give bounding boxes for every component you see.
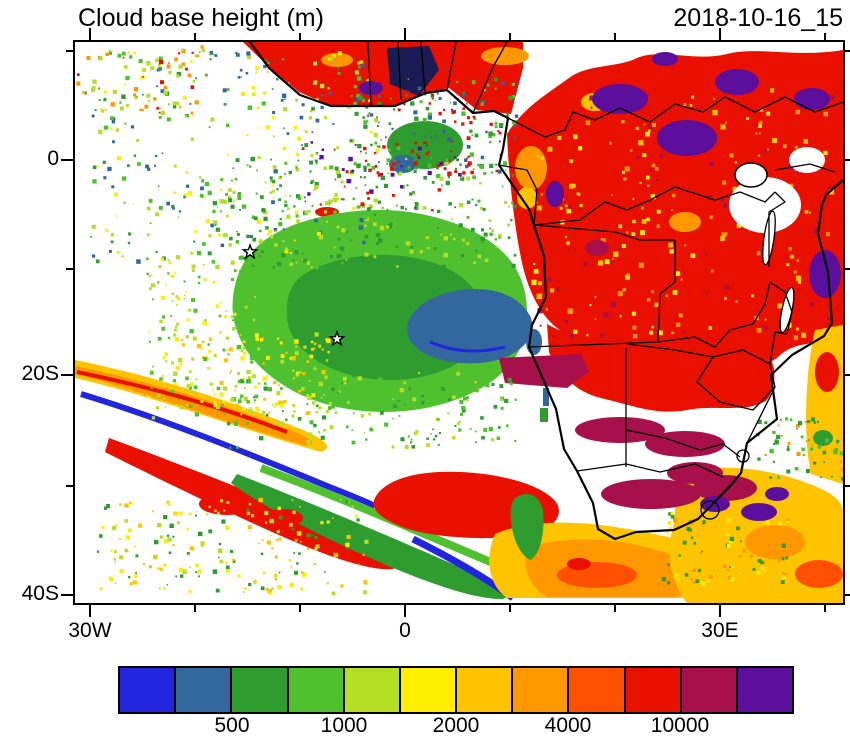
axis-minor-tick — [66, 267, 73, 270]
colorbar-cells — [120, 668, 793, 712]
axis-minor-tick — [845, 50, 850, 53]
colorbar-cell-9 — [623, 668, 680, 712]
colorbar-cell-3 — [286, 668, 343, 712]
colorbar-cell-8 — [567, 668, 624, 712]
axis-minor-tick — [509, 33, 511, 40]
axis-minor-tick — [509, 605, 511, 612]
cloud-field-base — [75, 42, 843, 603]
axis-minor-tick — [66, 50, 73, 53]
colorbar — [118, 666, 794, 714]
country-borders — [367, 42, 843, 520]
star-marker — [241, 242, 259, 260]
axis-tick — [61, 374, 73, 376]
axis-tick — [88, 605, 91, 617]
axis-tick — [845, 374, 850, 376]
axis-minor-tick — [194, 33, 196, 40]
star-marker — [328, 329, 346, 347]
colorbar-cell-4 — [342, 668, 399, 712]
x-axis-label: 30E — [701, 619, 739, 642]
y-axis-label: 0 — [47, 146, 59, 170]
axis-minor-tick — [823, 33, 826, 40]
colorbar-cell-7 — [511, 668, 568, 712]
colorbar-cell-5 — [398, 668, 456, 712]
chart-date: 2018-10-16_15 — [673, 4, 843, 32]
colorbar-tick-label: 500 — [214, 714, 250, 737]
colorbar-cell-6 — [455, 668, 512, 712]
axis-minor-tick — [194, 605, 196, 612]
colorbar-cell-0 — [120, 668, 175, 712]
y-axis-label: 40S — [21, 581, 59, 605]
coastline — [248, 42, 843, 541]
axis-tick — [88, 28, 91, 40]
axis-tick — [404, 605, 406, 617]
y-axis-label: 20S — [21, 362, 59, 385]
colorbar-tick-label: 1000 — [320, 714, 368, 737]
axis-minor-tick — [845, 267, 850, 270]
axis-tick — [845, 158, 850, 161]
star-markers — [241, 242, 346, 347]
axis-tick — [61, 158, 73, 161]
axis-minor-tick — [299, 33, 301, 40]
colorbar-cell-11 — [735, 668, 793, 712]
colorbar-cell-2 — [230, 668, 287, 712]
colorbar-tick-label: 4000 — [544, 714, 592, 737]
axis-minor-tick — [614, 33, 616, 40]
axis-tick — [845, 593, 850, 596]
axis-minor-tick — [299, 605, 301, 612]
colorbar-cell-10 — [679, 668, 736, 712]
colorbar-cell-1 — [174, 668, 231, 712]
axis-minor-tick — [823, 605, 826, 612]
colorbar-tick-label: 2000 — [432, 714, 480, 737]
axis-tick — [61, 593, 73, 596]
speckle-field — [76, 45, 843, 596]
map-canvas — [75, 42, 843, 603]
x-axis-label: 0 — [399, 619, 411, 642]
axis-tick — [718, 28, 721, 40]
chart-title: Cloud base height (m) — [78, 4, 324, 32]
colorbar-tick-label: 10000 — [650, 714, 710, 737]
axis-tick — [718, 605, 721, 617]
axis-minor-tick — [845, 485, 850, 488]
axis-minor-tick — [614, 605, 616, 612]
x-axis-label: 30W — [68, 619, 112, 642]
axis-minor-tick — [66, 485, 73, 488]
axis-tick — [404, 28, 406, 40]
